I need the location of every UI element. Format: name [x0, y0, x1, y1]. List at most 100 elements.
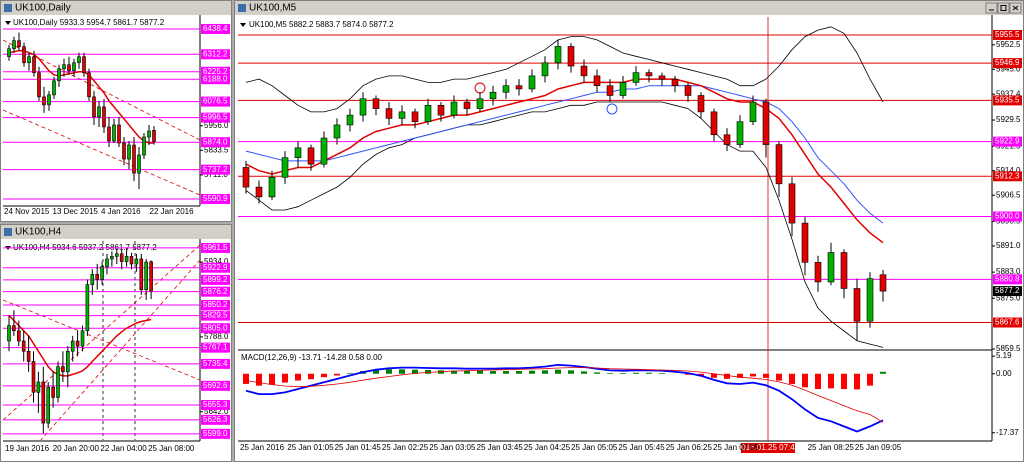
histogram-bar	[607, 373, 613, 374]
level-label: 5626.3	[203, 415, 228, 424]
histogram-bar	[321, 373, 327, 378]
level-label: 5737.2	[203, 165, 228, 174]
dropdown-icon[interactable]	[5, 21, 11, 25]
candle-body	[281, 157, 289, 178]
candle-body	[554, 46, 562, 64]
level-label: 5655.3	[203, 400, 228, 409]
candle-body	[632, 72, 640, 83]
level-label-box	[993, 58, 1022, 69]
candle-body	[7, 48, 11, 58]
title-bar[interactable]	[1, 1, 231, 15]
level-label-box	[993, 136, 1022, 147]
candle-body	[242, 167, 250, 188]
level-label-box	[201, 323, 230, 334]
candle-body	[92, 96, 96, 118]
candle-body	[697, 95, 705, 113]
histogram-bar	[659, 373, 665, 374]
candle-body	[879, 274, 887, 292]
candle-body	[32, 56, 36, 74]
level-label: 5867.6	[995, 318, 1020, 327]
level-label: 5922.9	[203, 263, 228, 272]
maximize-button[interactable]	[997, 2, 1010, 14]
candle-body	[105, 258, 109, 267]
y-tick-label: 5952.5	[996, 40, 1021, 49]
histogram-bar	[854, 373, 860, 390]
candle-body	[56, 366, 60, 398]
candle-body	[119, 253, 124, 262]
candle-body	[749, 101, 757, 122]
candle-body	[52, 80, 56, 96]
bid-label-box	[993, 286, 1022, 297]
candle-body	[21, 340, 26, 352]
level-label: 5692.6	[203, 381, 228, 390]
candle-body	[476, 98, 484, 109]
indicator-line	[245, 367, 884, 423]
y-tick-label: 5642.0	[204, 407, 229, 416]
candle-body	[658, 75, 666, 80]
candle-body	[36, 381, 41, 393]
dropdown-icon[interactable]	[240, 23, 246, 27]
level-label-box	[201, 49, 230, 60]
level-label-box	[201, 399, 230, 410]
histogram-bar	[776, 373, 782, 381]
candle-body	[66, 350, 70, 373]
window-title: UK100,M5	[249, 3, 297, 14]
candle-body	[17, 40, 21, 47]
time-label: 25 Jan 02:25	[382, 443, 429, 452]
level-label-box	[201, 310, 230, 321]
level-label: 5850.2	[203, 300, 228, 309]
y-tick-label: 5937.4	[996, 89, 1021, 98]
window-icon	[4, 4, 12, 12]
level-label: 5599.0	[203, 429, 228, 438]
window-title: UK100,H4	[15, 227, 62, 238]
time-label: 19 Jan 2016	[5, 444, 50, 453]
histogram-bar	[867, 373, 873, 386]
candle-body	[268, 176, 276, 198]
level-label: 5961.5	[203, 243, 228, 252]
time-label: 25 Jan 05:45	[618, 443, 665, 452]
candle-body	[124, 256, 129, 262]
indicator-line	[8, 314, 152, 377]
indicator-line	[245, 101, 884, 348]
histogram-bar	[828, 373, 834, 389]
time-label: 25 Jan 01:05	[287, 443, 334, 452]
level-label: 5900.0	[995, 212, 1020, 221]
candle-body	[152, 130, 156, 142]
candle-body	[75, 340, 80, 347]
level-label: 6188.0	[203, 74, 228, 83]
level-label-box	[993, 29, 1022, 40]
candle-body	[814, 262, 822, 283]
window-icon	[4, 228, 12, 236]
level-label-box	[201, 300, 230, 311]
candle-body	[139, 258, 144, 291]
candle-body	[827, 252, 835, 283]
crosshair-label-box	[741, 443, 795, 453]
level-label-box	[201, 194, 230, 205]
y-tick-label: 5883.0	[996, 267, 1021, 276]
level-label: 5767.1	[203, 343, 228, 352]
histogram-bar	[880, 371, 886, 374]
histogram-bar	[568, 370, 574, 374]
level-label: 5876.2	[203, 287, 228, 296]
candle-body	[788, 183, 796, 224]
candle-body	[424, 105, 432, 122]
candle-body	[72, 62, 76, 72]
histogram-bar	[334, 373, 340, 376]
time-label: 25 Jan 04:25	[524, 443, 571, 452]
title-bar[interactable]	[235, 1, 1023, 15]
title-bar[interactable]	[1, 225, 231, 239]
candle-body	[411, 111, 419, 122]
time-label: 20 Jan 20:00	[53, 444, 100, 453]
histogram-bar	[243, 373, 249, 384]
candle-body	[95, 274, 99, 280]
candle-body	[567, 46, 575, 67]
candle-body	[129, 256, 134, 265]
histogram-bar	[451, 370, 457, 374]
y-tick-label: 5833.5	[204, 145, 229, 154]
level-label-box	[201, 274, 230, 285]
candle-body	[372, 98, 380, 109]
level-label: 6076.5	[203, 97, 228, 106]
minimize-button[interactable]	[985, 2, 998, 14]
y-tick-label: 5875.0	[996, 293, 1021, 302]
